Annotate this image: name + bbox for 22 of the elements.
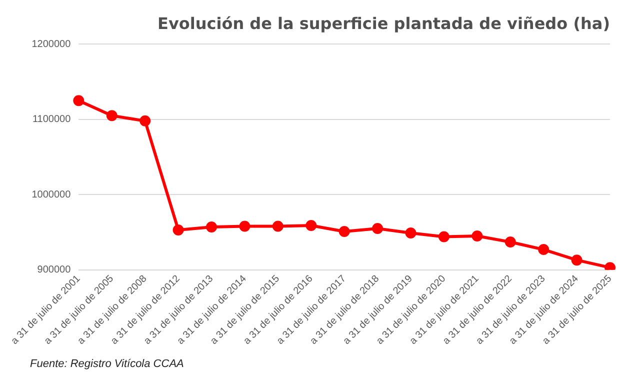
point: [338, 226, 350, 237]
point: [306, 220, 317, 231]
point: [504, 236, 516, 248]
point: [538, 244, 550, 256]
y-tick-label: 1100000: [32, 114, 72, 126]
point: [239, 220, 250, 232]
point: [106, 110, 118, 122]
point: [206, 221, 217, 232]
chart-title: Evolución de la superficie plantada de viñedo (ha): [158, 14, 610, 33]
source-note: Fuente: Registro Vitícola CCAA: [30, 358, 184, 370]
point: [272, 220, 284, 232]
y-tick-label: 1200000: [32, 38, 72, 50]
point: [438, 231, 450, 242]
point: [172, 224, 184, 236]
point: [571, 254, 582, 266]
point: [140, 115, 151, 126]
point: [405, 228, 416, 238]
y-tick-label: 1000000: [32, 189, 72, 200]
y-tick-label: 900000: [37, 264, 72, 276]
point: [472, 230, 483, 242]
point: [73, 95, 84, 106]
point: [372, 222, 384, 234]
